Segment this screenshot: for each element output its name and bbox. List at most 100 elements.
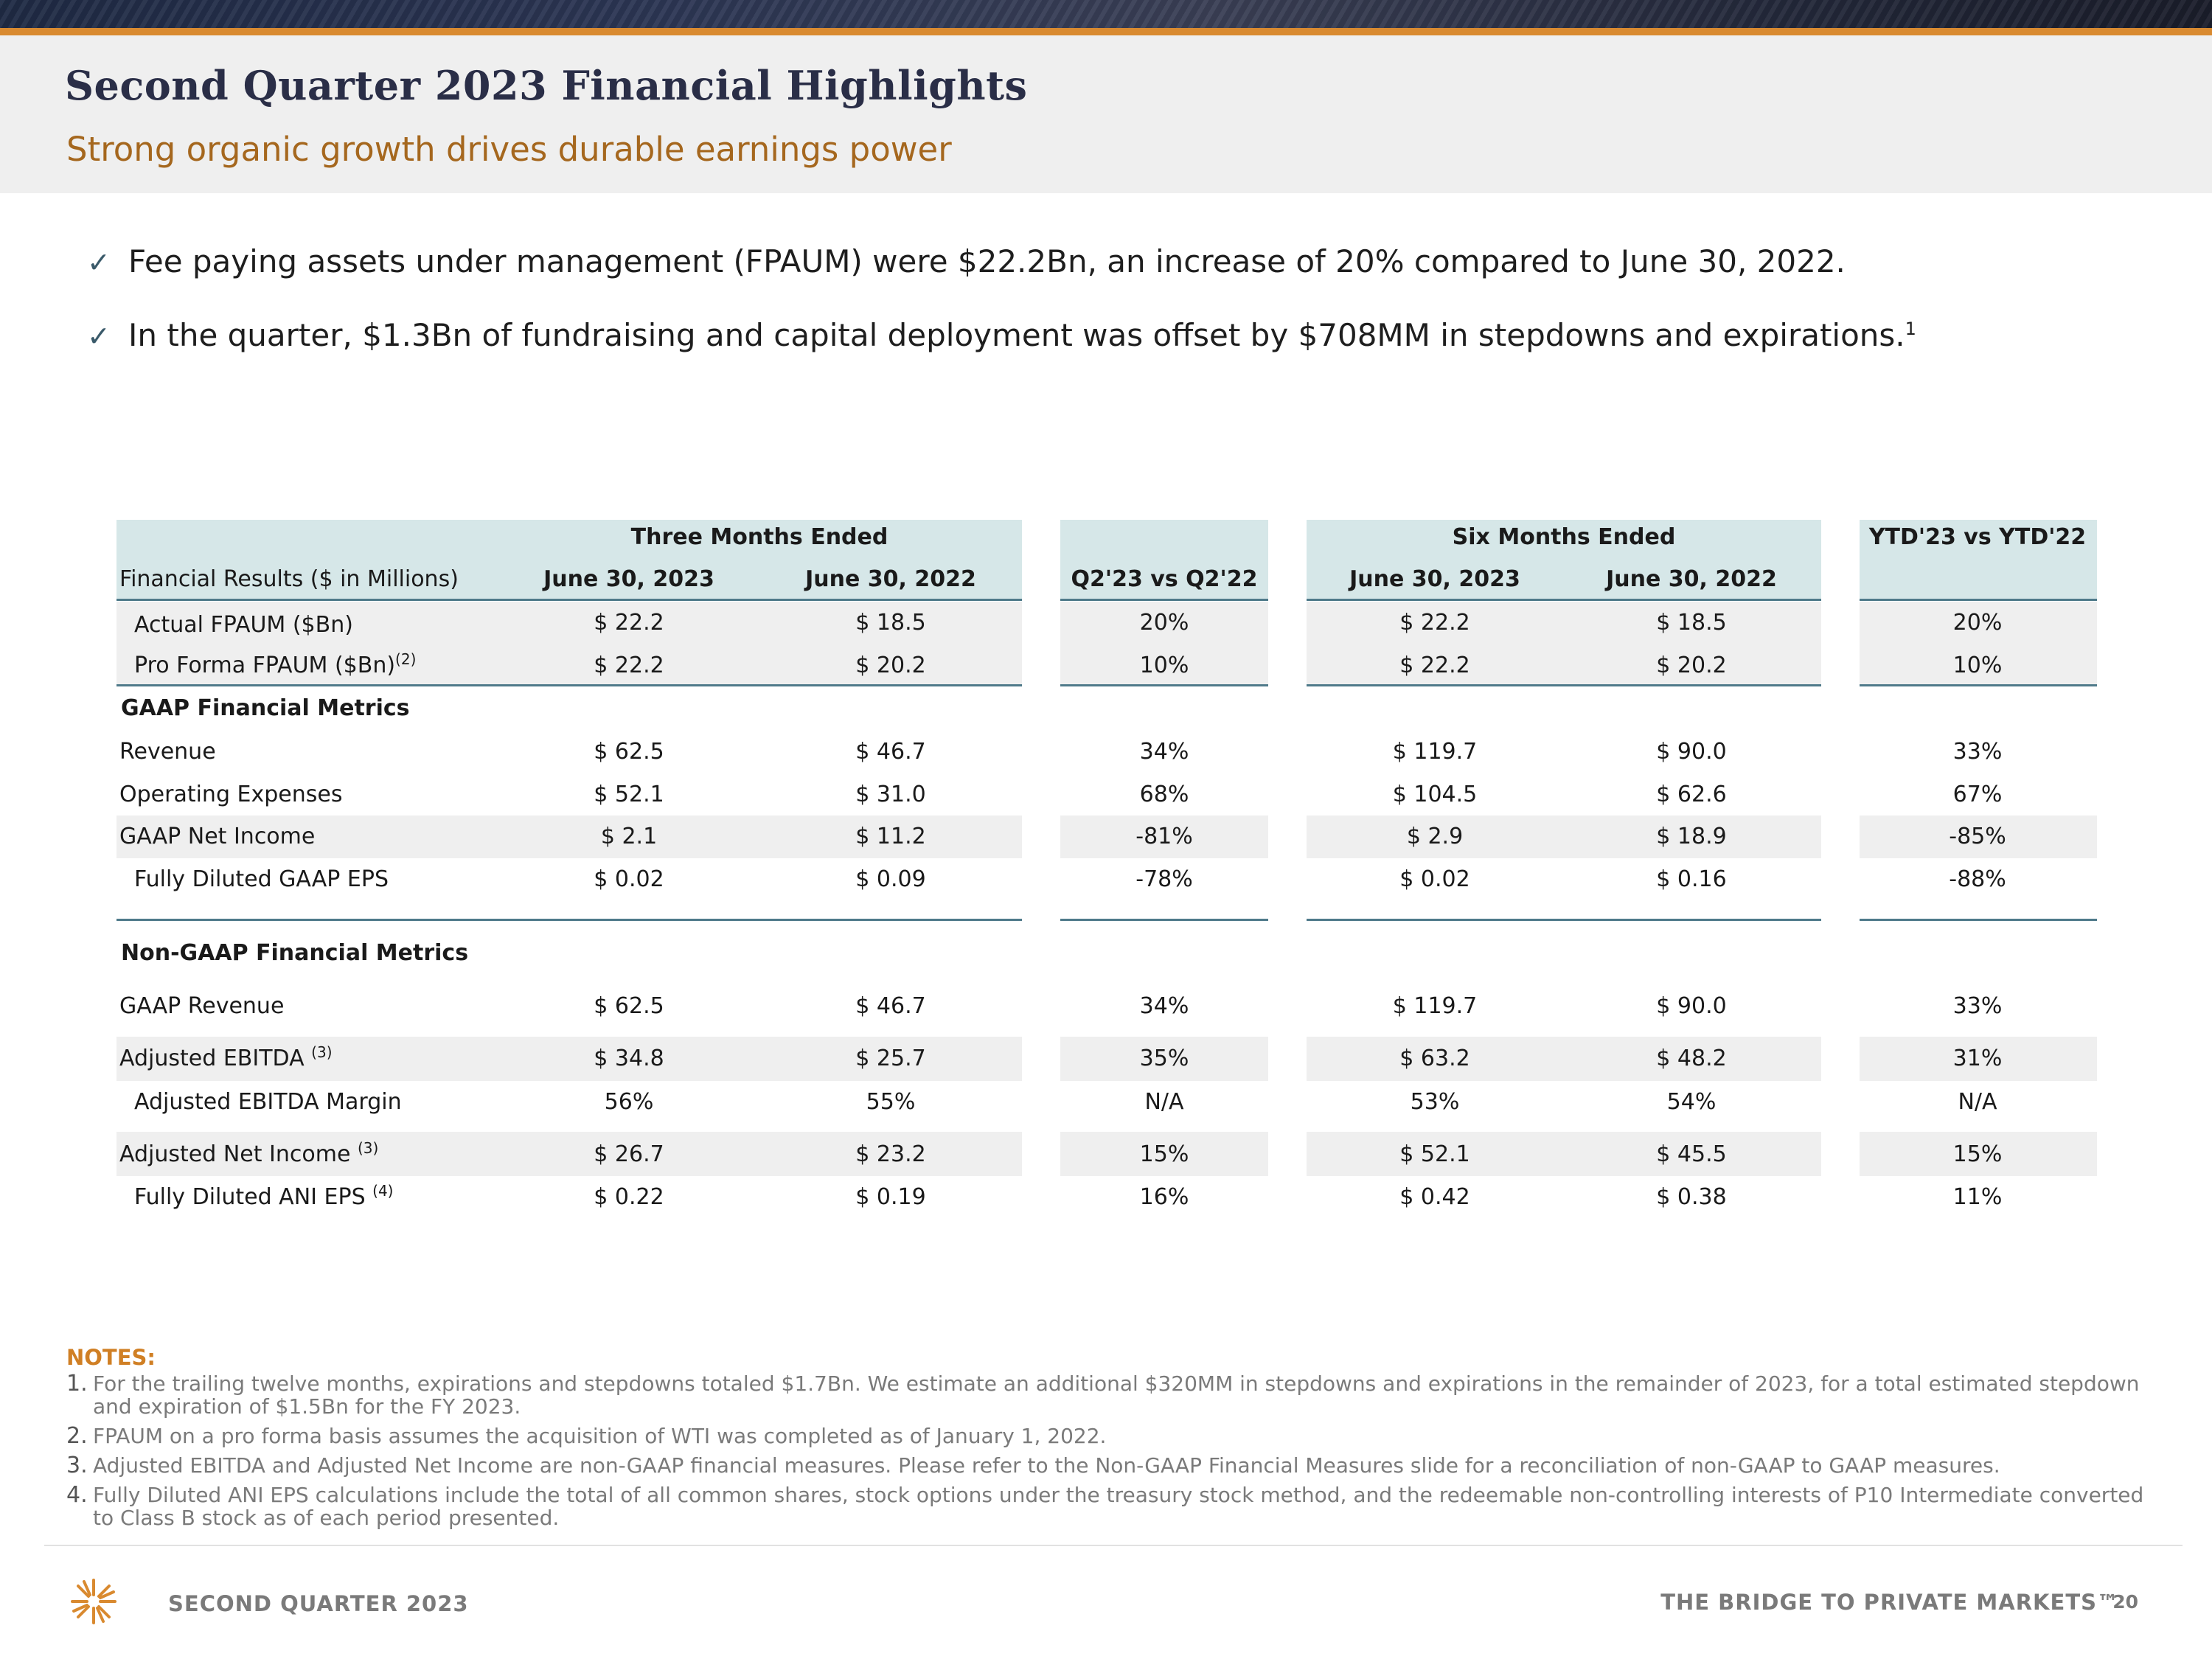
table-cell: -81% [1135,824,1193,849]
table-cell: $ 46.7 [855,739,926,765]
highlight-bullets: ✓ Fee paying assets under management (FP… [87,243,1916,391]
table-cell: $ 90.0 [1656,993,1727,1019]
table-cell: $ 0.38 [1656,1184,1727,1210]
table-cell: $ 90.0 [1656,739,1727,765]
header-bg-three-months [116,520,1022,599]
table-cell: 34% [1139,739,1189,765]
header-bg-six-months [1307,520,1821,599]
group-header-six-months: Six Months Ended [1452,524,1676,550]
section-gaap: GAAP Financial Metrics [121,695,410,721]
group-header-three-months: Three Months Ended [630,524,888,550]
table-cell: -78% [1135,866,1193,892]
table-cell: $ 25.7 [855,1046,926,1071]
footnote-item: 4. Fully Diluted ANI EPS calculations inc… [66,1482,2144,1530]
footer-divider [44,1545,2183,1546]
notes-title: NOTES: [66,1345,156,1370]
row-label: Adjusted Net Income (3) [119,1139,379,1167]
table-cell: $ 22.2 [1399,610,1470,636]
table-cell: $ 22.2 [1399,653,1470,678]
row-label: Actual FPAUM ($Bn) [134,612,353,638]
table-cell: 33% [1952,993,2003,1019]
section-non-gaap: Non-GAAP Financial Metrics [121,940,469,966]
table-cell: $ 22.2 [594,610,664,636]
table-cell: 16% [1139,1184,1189,1210]
table-cell: $ 52.1 [594,782,664,807]
col-header-q-change: Q2'23 vs Q2'22 [1071,566,1258,592]
table-cell: -85% [1949,824,2006,849]
table-cell: 20% [1139,610,1189,636]
header-bg-ytd [1860,520,2097,599]
table-cell: $ 2.9 [1406,824,1464,849]
top-decorative-band [0,0,2212,28]
footnote-item: 1. For the trailing twelve months, expira… [66,1371,2140,1419]
header-bg-q-change [1060,520,1268,599]
table-cell: N/A [1958,1089,1997,1115]
table-cell: $ 62.5 [594,993,664,1019]
table-cell: $ 0.09 [855,866,926,892]
table-cell: 20% [1952,610,2003,636]
table-cell: $ 48.2 [1656,1046,1727,1071]
col-header-q-2023: June 30, 2023 [543,566,714,592]
row-label: Revenue [119,739,216,765]
table-cell: $ 0.19 [855,1184,926,1210]
table-cell: $ 11.2 [855,824,926,849]
col-header-q-2022: June 30, 2022 [805,566,976,592]
table-cell: $ 20.2 [855,653,926,678]
table-cell: 35% [1139,1046,1189,1071]
table-cell: 54% [1666,1089,1717,1115]
table-cell: 68% [1139,782,1189,807]
row-label: GAAP Revenue [119,993,285,1019]
table-rule [116,599,1022,601]
group-header-ytd: YTD'23 vs YTD'22 [1868,524,2087,550]
page-number: 20 [2112,1591,2138,1613]
table-cell: 15% [1139,1141,1189,1167]
table-cell: $ 63.2 [1399,1046,1470,1071]
table-cell: 11% [1952,1184,2003,1210]
row-label: Pro Forma FPAUM ($Bn)(2) [134,650,417,678]
row-label: Adjusted EBITDA Margin [134,1089,402,1115]
table-cell: N/A [1144,1089,1184,1115]
bullet-text: In the quarter, $1.3Bn of fundraising an… [128,317,1916,353]
row-label: Fully Diluted GAAP EPS [134,866,389,892]
company-logo-icon [71,1579,116,1624]
table-cell: -88% [1949,866,2006,892]
table-cell: 33% [1952,739,2003,765]
table-cell: 10% [1139,653,1189,678]
table-cell: $ 62.5 [594,739,664,765]
table-cell: 15% [1952,1141,2003,1167]
checkmark-icon: ✓ [87,246,111,279]
checkmark-icon: ✓ [87,320,111,352]
table-cell: $ 0.02 [594,866,664,892]
table-cell: 55% [866,1089,916,1115]
footer-period: SECOND QUARTER 2023 [168,1591,469,1616]
table-cell: 67% [1952,782,2003,807]
table-cell: 31% [1952,1046,2003,1071]
slide-header [0,35,2212,193]
table-cell: $ 18.5 [1656,610,1727,636]
row-label: Operating Expenses [119,782,343,807]
row-label: GAAP Net Income [119,824,316,849]
table-cell: $ 46.7 [855,993,926,1019]
table-cell: $ 0.22 [594,1184,664,1210]
table-cell: $ 52.1 [1399,1141,1470,1167]
table-cell: $ 62.6 [1656,782,1727,807]
slide-subtitle: Strong organic growth drives durable ear… [66,130,952,169]
row-label: Fully Diluted ANI EPS (4) [134,1182,394,1210]
col-header-label: Financial Results ($ in Millions) [119,566,459,592]
col-header-s-2022: June 30, 2022 [1606,566,1777,592]
table-cell: $ 31.0 [855,782,926,807]
table-cell: $ 45.5 [1656,1141,1727,1167]
footer-tagline: THE BRIDGE TO PRIVATE MARKETS™ [1660,1590,2119,1615]
bullet-item: ✓ Fee paying assets under management (FP… [87,243,1916,317]
table-cell: $ 34.8 [594,1046,664,1071]
table-cell: 56% [604,1089,654,1115]
table-cell: $ 2.1 [600,824,658,849]
footnote-item: 2. FPAUM on a pro forma basis assumes the… [66,1423,1107,1449]
col-header-s-2023: June 30, 2023 [1349,566,1520,592]
table-cell: $ 20.2 [1656,653,1727,678]
table-cell: $ 119.7 [1392,993,1478,1019]
footnotes: NOTES: 1. For the trailing twelve months,… [66,1346,2168,1536]
table-cell: 10% [1952,653,2003,678]
table-cell: $ 119.7 [1392,739,1478,765]
table-cell: $ 0.42 [1399,1184,1470,1210]
